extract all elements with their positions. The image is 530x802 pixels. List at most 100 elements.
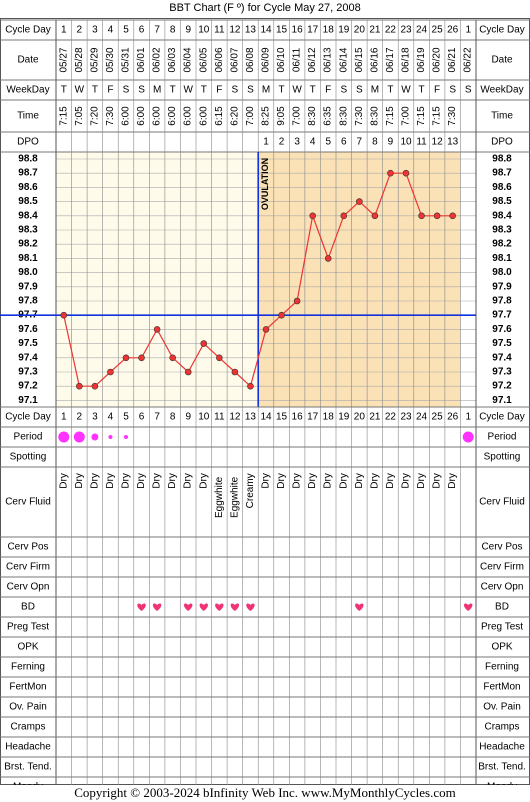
cycle_day-cell: 23 [400, 25, 412, 36]
y-tick-right: 97.9 [492, 281, 512, 292]
time-cell: 8:30 [338, 106, 349, 126]
cycle-day-cell-lower: 21 [369, 412, 381, 423]
lower-cramps-label-right: Cramps [484, 722, 519, 733]
temperature-point [340, 212, 348, 220]
date-cell: 06/19 [416, 47, 427, 72]
y-tick-left: 97.2 [18, 381, 38, 392]
cycle-day-cell-lower: 2 [77, 412, 83, 423]
cerv-fluid-cell: Eggwhite [214, 476, 225, 518]
cycle-day-cell-lower: 3 [92, 412, 98, 423]
cycle-day-cell-lower: 9 [185, 412, 191, 423]
cerv-fluid-cell: Dry [432, 473, 443, 489]
time-cell: 7:15 [58, 106, 69, 126]
dpo-label-right: DPO [491, 137, 513, 148]
pre-ovulation-zone [56, 152, 259, 407]
dpo-cell: 5 [325, 137, 331, 148]
cerv-fluid-cell: Dry [447, 473, 458, 489]
y-tick-left: 97.1 [18, 395, 38, 406]
cerv-fluid-cell: Dry [401, 473, 412, 489]
cycle_day-cell: 20 [354, 25, 366, 36]
lower-headache-label-right: Headache [479, 742, 525, 753]
cerv-fluid-cell: Dry [167, 473, 178, 489]
temperature-point [169, 354, 176, 362]
date-cell: 06/03 [167, 47, 178, 72]
weekday-cell: M [153, 85, 161, 96]
cycle-day-cell-lower: 23 [400, 412, 412, 423]
bd-heart-icon [152, 603, 162, 611]
y-tick-right: 97.7 [492, 310, 512, 321]
cycle_day-cell: 8 [170, 25, 176, 36]
lower-cerv_opn-label-left: Cerv Opn [7, 582, 50, 593]
temperature-point [60, 311, 68, 319]
post-ovulation-zone [258, 152, 461, 407]
cerv-fluid-cell: Dry [292, 473, 303, 489]
lower-ov_pain-label-left: Ov. Pain [9, 702, 47, 713]
period-dot [108, 435, 113, 439]
weekday-cell: W [183, 85, 193, 96]
date-cell: 06/08 [245, 47, 256, 72]
cycle_day-cell: 1 [465, 25, 471, 36]
y-tick-right: 97.1 [492, 395, 512, 406]
time-cell: 6:00 [152, 106, 163, 126]
y-tick-right: 97.4 [492, 352, 512, 363]
date-cell: 06/22 [463, 47, 474, 72]
cycle_day-cell: 18 [323, 25, 335, 36]
y-tick-right: 97.2 [492, 381, 512, 392]
temperature-point [91, 382, 99, 390]
date-cell: 06/21 [447, 47, 458, 72]
cycle-day-cell-lower: 24 [416, 412, 428, 423]
date-cell: 06/20 [432, 47, 443, 72]
dpo-cell: 10 [400, 137, 412, 148]
time-label-left: Time [17, 111, 39, 122]
y-tick-left: 97.9 [18, 281, 38, 292]
temperature-point [278, 311, 285, 319]
cycle-day-cell-lower: 1 [465, 412, 471, 423]
date-cell: 06/17 [385, 47, 396, 72]
date-cell: 05/29 [89, 47, 100, 72]
cerv-fluid-cell: Dry [416, 473, 427, 489]
time-cell: 8:25 [261, 106, 272, 126]
date-cell: 06/09 [261, 47, 272, 72]
lower-cramps-label-left: Cramps [10, 722, 45, 733]
cerv-fluid-cell: Dry [354, 473, 365, 489]
date-cell: 06/18 [401, 47, 412, 72]
cycle-day-cell-lower: 10 [198, 412, 210, 423]
cycle-day-cell-lower: 7 [154, 412, 160, 423]
ovulation-label: OVULATION [260, 158, 270, 210]
date-label-right: Date [491, 55, 513, 66]
y-tick-left: 98.8 [18, 154, 38, 165]
cerv-fluid-cell: Dry [198, 473, 209, 489]
bd-heart-icon [199, 603, 208, 611]
date-cell: 06/05 [198, 47, 209, 72]
lower-fertmon-label-right: FertMon [483, 682, 520, 693]
cycle_day-cell: 9 [185, 25, 191, 36]
cycle-day-cell-lower: 8 [170, 412, 176, 423]
cycle-day-cell-lower: 13 [245, 412, 257, 423]
temperature-point [387, 169, 394, 177]
weekday-cell: W [401, 85, 411, 96]
period-dot [73, 431, 85, 443]
y-tick-left: 98.4 [18, 210, 38, 221]
time-cell: 6:00 [136, 106, 147, 126]
weekday-cell: T [201, 85, 207, 96]
dpo-cell: 11 [416, 137, 427, 148]
temperature-point [153, 326, 161, 333]
cerv-fluid-cell: Eggwhite [229, 476, 240, 518]
temperature-point [371, 212, 379, 220]
date-cell: 06/01 [136, 47, 147, 72]
y-tick-left: 98.0 [18, 267, 38, 278]
lower-brst_tend-label-left: Brst. Tend. [4, 762, 52, 773]
cerv-fluid-cell: Dry [121, 473, 132, 489]
cycle-day-cell-lower: 12 [229, 412, 241, 423]
lower-spotting-label-left: Spotting [10, 452, 47, 463]
weekday-cell: F [216, 85, 222, 96]
weekday-cell: S [465, 85, 472, 96]
dpo-cell: 7 [357, 137, 363, 148]
copyright-footer: Copyright © 2003-2024 bInfinity Web Inc.… [74, 785, 456, 800]
time-cell: 7:00 [401, 106, 412, 126]
lower-ferning-label-left: Ferning [11, 662, 45, 673]
y-tick-left: 98.1 [18, 253, 38, 264]
cycle_day-cell: 6 [139, 25, 145, 36]
date-cell: 05/30 [105, 47, 116, 72]
